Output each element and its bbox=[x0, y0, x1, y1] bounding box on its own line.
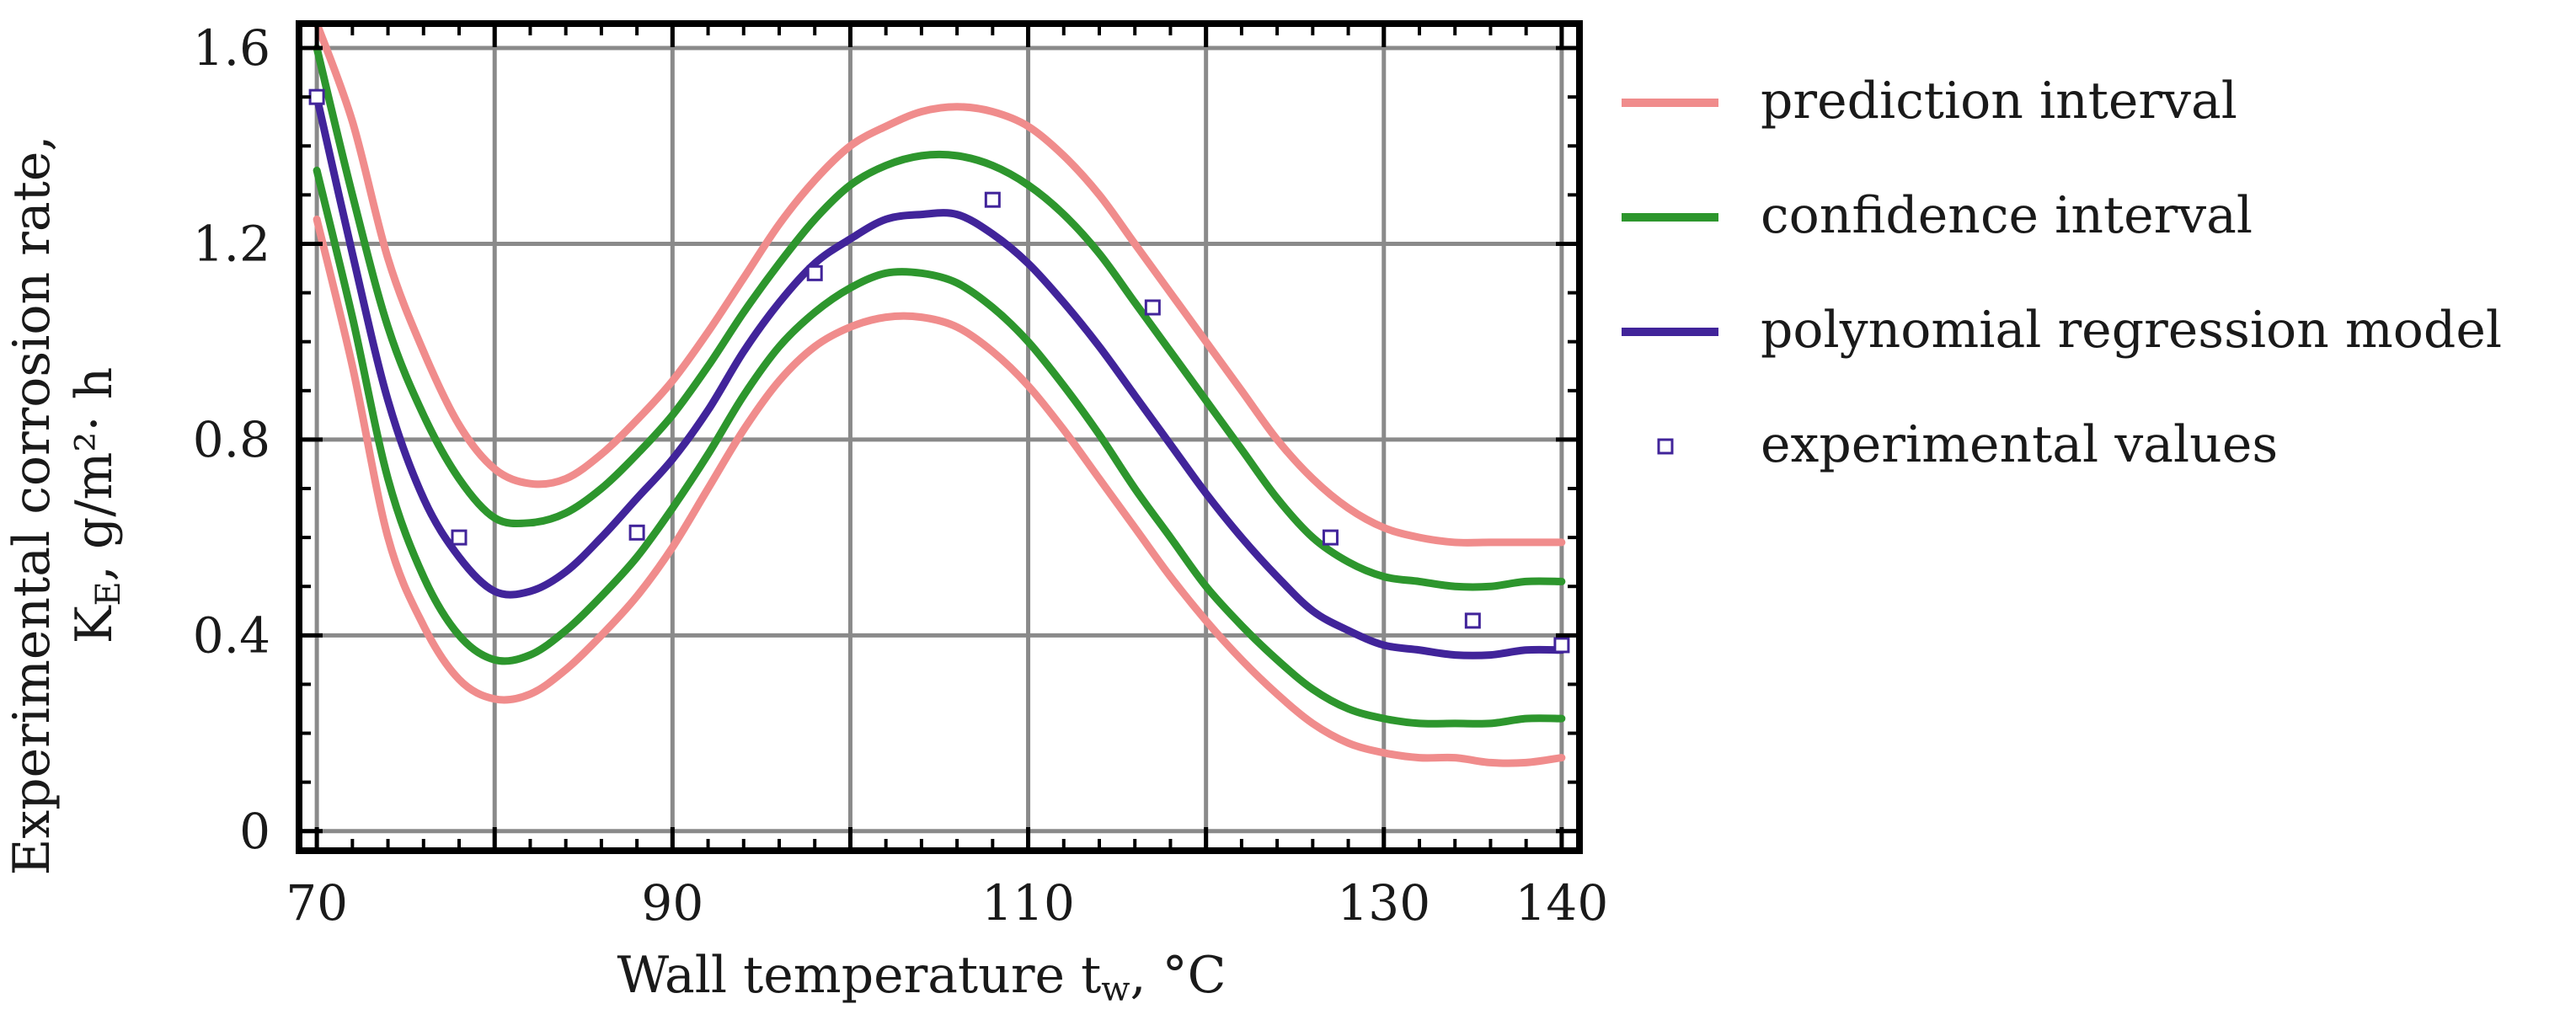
experimental-point bbox=[1322, 529, 1339, 546]
y-tick-label-1.2: 1.2 bbox=[193, 215, 270, 272]
experimental-point bbox=[308, 88, 325, 105]
legend-item-3: experimental values bbox=[1657, 415, 2278, 474]
experimental-point bbox=[984, 191, 1001, 208]
experimental-point bbox=[1553, 637, 1570, 654]
x-tick-label-70: 70 bbox=[286, 874, 348, 932]
series-line-prediction-interval-lower- bbox=[313, 215, 1566, 767]
legend: prediction interval confidence interval po… bbox=[1622, 72, 2502, 474]
legend-label: experimental values bbox=[1761, 415, 2278, 474]
legend-label: confidence interval bbox=[1761, 186, 2253, 245]
y-axis-label-line2: KE, g/m²· h bbox=[65, 367, 128, 644]
x-tick-label-90: 90 bbox=[641, 874, 703, 932]
x-tick-label-130: 130 bbox=[1337, 874, 1430, 932]
grid bbox=[299, 24, 1579, 851]
legend-label: polynomial regression model bbox=[1761, 301, 2502, 360]
experimental-point bbox=[628, 524, 645, 541]
x-axis-label: Wall temperature tw, °C bbox=[617, 946, 1227, 1009]
legend-item-1: confidence interval bbox=[1622, 186, 2253, 245]
legend-label: prediction interval bbox=[1761, 72, 2237, 131]
experimental-point bbox=[806, 264, 823, 281]
legend-item-2: polynomial regression model bbox=[1622, 301, 2502, 360]
series-line-prediction-interval bbox=[313, 24, 1566, 547]
series-line-polynomial-regression-model bbox=[313, 93, 1566, 660]
plot-frame bbox=[296, 20, 1583, 854]
y-tick-label-1.6: 1.6 bbox=[193, 19, 270, 77]
y-tick-label-0.4: 0.4 bbox=[193, 606, 270, 664]
y-tick-label-0: 0 bbox=[239, 803, 270, 860]
legend-item-0: prediction interval bbox=[1622, 72, 2237, 131]
x-tick-label-110: 110 bbox=[981, 874, 1075, 932]
series-line-confidence-interval bbox=[313, 44, 1566, 591]
experimental-points bbox=[308, 88, 1570, 654]
y-tick-labels: 0 0.4 0.8 1.2 1.6 bbox=[193, 19, 270, 860]
series-group bbox=[313, 24, 1566, 767]
axis-ticks bbox=[299, 24, 1579, 851]
experimental-point bbox=[451, 529, 468, 546]
y-axis-label: Experimental corrosion rate, KE, g/m²· h bbox=[3, 136, 128, 876]
series-line-confidence-interval-lower- bbox=[313, 166, 1566, 728]
legend-swatch bbox=[1657, 438, 1674, 455]
experimental-point bbox=[1464, 612, 1481, 629]
y-tick-label-0.8: 0.8 bbox=[193, 411, 270, 468]
y-axis-label-line1: Experimental corrosion rate, bbox=[3, 136, 61, 876]
experimental-point bbox=[1144, 299, 1161, 316]
x-tick-label-140: 140 bbox=[1515, 874, 1609, 932]
x-tick-labels: 70 90 110 130 140 bbox=[286, 874, 1608, 932]
